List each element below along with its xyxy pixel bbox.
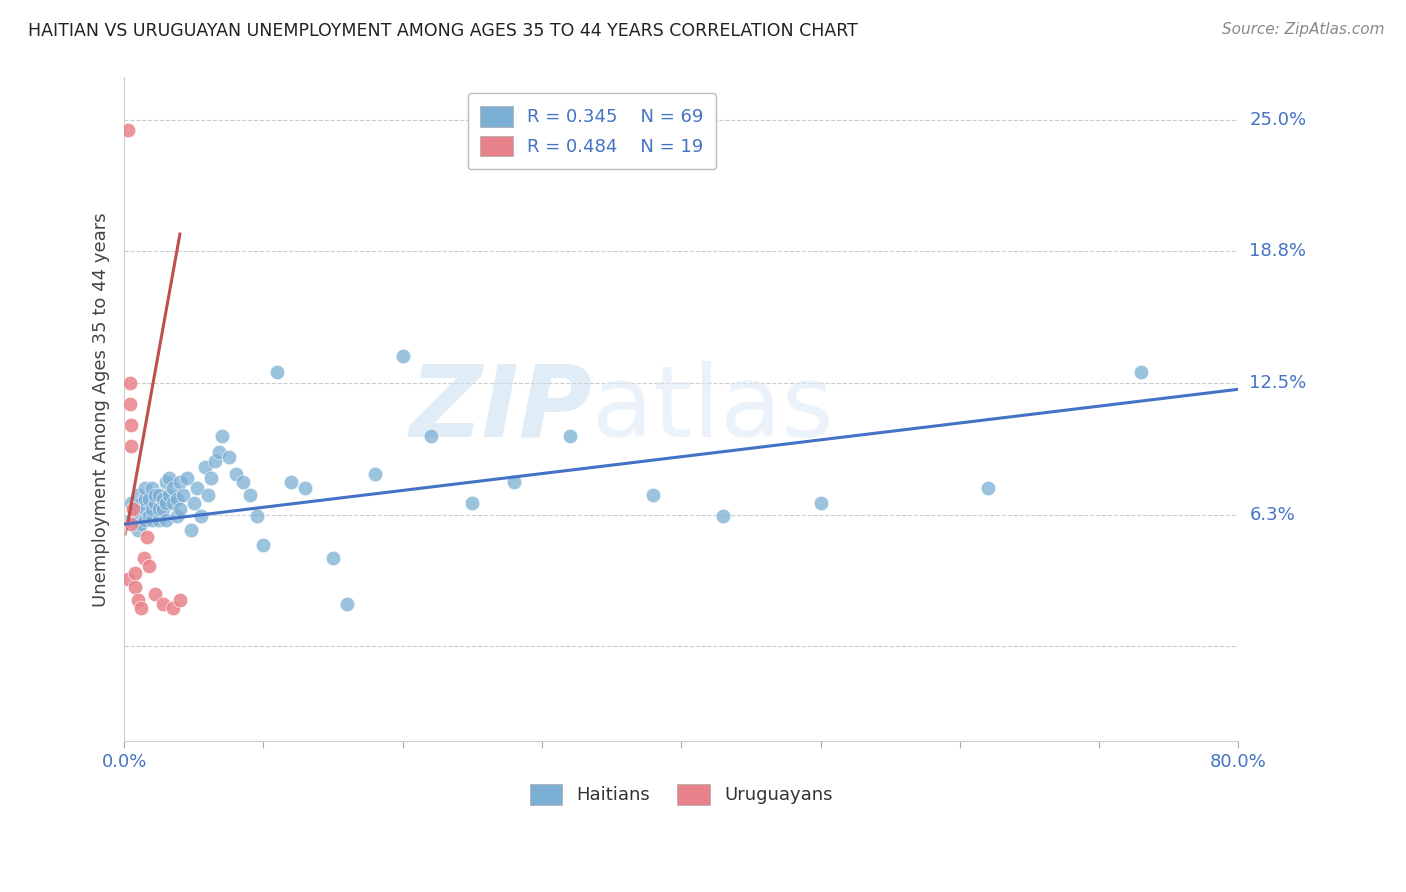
Text: 25.0%: 25.0% xyxy=(1250,111,1306,128)
Point xyxy=(166,491,188,506)
Point xyxy=(134,513,156,527)
Point xyxy=(148,513,170,527)
Point xyxy=(120,517,142,532)
Legend: Haitians, Uruguayans: Haitians, Uruguayans xyxy=(523,777,839,812)
Point xyxy=(190,508,212,523)
Point xyxy=(711,508,734,523)
Point xyxy=(810,496,832,510)
Point xyxy=(138,508,160,523)
Point xyxy=(503,475,526,489)
Point xyxy=(141,513,163,527)
Point xyxy=(200,471,222,485)
Point xyxy=(117,572,139,586)
Point xyxy=(129,601,152,615)
Text: 18.8%: 18.8% xyxy=(1250,243,1306,260)
Point xyxy=(252,538,274,552)
Point xyxy=(129,517,152,532)
Point xyxy=(148,488,170,502)
Point xyxy=(157,488,180,502)
Text: 12.5%: 12.5% xyxy=(1250,374,1306,392)
Point xyxy=(120,496,142,510)
Point xyxy=(976,481,998,495)
Text: atlas: atlas xyxy=(592,360,834,458)
Point xyxy=(194,460,217,475)
Point xyxy=(121,502,143,516)
Point xyxy=(294,481,316,495)
Point xyxy=(118,397,141,411)
Point xyxy=(155,513,177,527)
Point xyxy=(124,502,146,516)
Point xyxy=(152,502,174,516)
Point xyxy=(152,491,174,506)
Point xyxy=(197,488,219,502)
Point xyxy=(322,550,344,565)
Point xyxy=(124,580,146,594)
Point xyxy=(280,475,302,489)
Point xyxy=(155,496,177,510)
Point xyxy=(166,508,188,523)
Point xyxy=(148,502,170,516)
Point xyxy=(155,475,177,489)
Point xyxy=(129,496,152,510)
Point xyxy=(208,445,231,459)
Point xyxy=(134,491,156,506)
Point xyxy=(162,481,184,495)
Point xyxy=(204,454,226,468)
Point xyxy=(266,366,288,380)
Point xyxy=(225,467,247,481)
Point xyxy=(391,349,413,363)
Point xyxy=(558,428,581,442)
Point xyxy=(238,488,260,502)
Point xyxy=(120,513,142,527)
Point xyxy=(120,439,142,453)
Point xyxy=(336,597,359,611)
Point xyxy=(162,601,184,615)
Point xyxy=(186,481,208,495)
Point xyxy=(127,593,149,607)
Point xyxy=(169,502,191,516)
Point xyxy=(134,481,156,495)
Point xyxy=(143,488,166,502)
Point xyxy=(118,376,141,390)
Point xyxy=(124,566,146,580)
Point xyxy=(643,488,665,502)
Text: HAITIAN VS URUGUAYAN UNEMPLOYMENT AMONG AGES 35 TO 44 YEARS CORRELATION CHART: HAITIAN VS URUGUAYAN UNEMPLOYMENT AMONG … xyxy=(28,22,858,40)
Point xyxy=(218,450,240,464)
Point xyxy=(162,496,184,510)
Point xyxy=(141,481,163,495)
Text: ZIP: ZIP xyxy=(409,360,592,458)
Point xyxy=(143,587,166,601)
Point xyxy=(143,496,166,510)
Point xyxy=(138,559,160,574)
Point xyxy=(364,467,387,481)
Text: Source: ZipAtlas.com: Source: ZipAtlas.com xyxy=(1222,22,1385,37)
Point xyxy=(117,123,139,137)
Point xyxy=(419,428,441,442)
Point xyxy=(132,550,155,565)
Point xyxy=(172,488,194,502)
Point xyxy=(152,597,174,611)
Text: 6.3%: 6.3% xyxy=(1250,506,1295,524)
Point xyxy=(232,475,254,489)
Point xyxy=(211,428,233,442)
Point xyxy=(120,418,142,433)
Point xyxy=(127,488,149,502)
Point xyxy=(127,524,149,538)
Y-axis label: Unemployment Among Ages 35 to 44 years: Unemployment Among Ages 35 to 44 years xyxy=(93,212,110,607)
Point xyxy=(245,508,267,523)
Point xyxy=(180,524,202,538)
Point xyxy=(127,513,149,527)
Point xyxy=(169,475,191,489)
Point xyxy=(135,530,157,544)
Point xyxy=(176,471,198,485)
Point xyxy=(134,502,156,516)
Point xyxy=(1129,366,1152,380)
Point xyxy=(157,471,180,485)
Point xyxy=(169,593,191,607)
Point xyxy=(141,502,163,516)
Point xyxy=(138,491,160,506)
Point xyxy=(183,496,205,510)
Point xyxy=(461,496,484,510)
